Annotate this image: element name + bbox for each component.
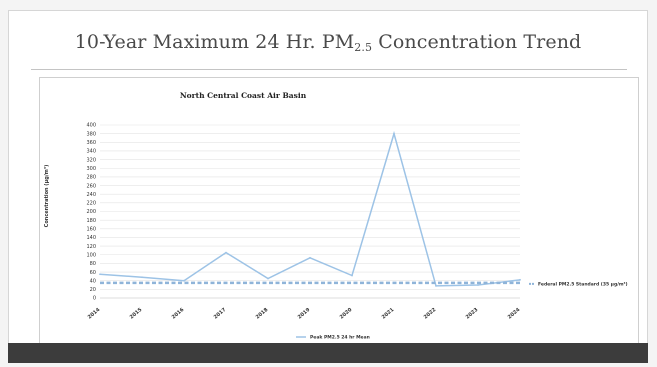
y-tick-labels: 0 20 40 60 80 100 120 140 160 180 200 220 240 260 280 3… [86,123,96,302]
y-tick-label: 40 [90,278,96,284]
title-tail: Concentration Trend [372,31,582,53]
data-point [99,273,101,276]
x-tick-label: 2021 [381,307,396,321]
x-tick-label: 2020 [339,307,354,321]
data-point [351,274,353,277]
data-point [477,284,479,286]
x-tick-label: 2023 [465,307,480,321]
y-tick-label: 160 [86,227,96,233]
y-tick-label: 200 [86,209,96,215]
slide: 10-Year Maximum 24 Hr. PM2.5 Concentrati… [8,10,648,360]
y-axis-label: Concentration (µg/m³) [44,165,50,228]
x-tick-label: 2016 [171,307,186,321]
y-tick-label: 120 [86,244,96,250]
data-point [309,256,311,259]
data-point [393,132,395,135]
y-tick-label: 140 [86,235,96,241]
y-tick-label: 260 [86,183,96,189]
legend-label: Peak PM2.5 24 hr Mean [310,335,370,341]
legend-right: Federal PM2.5 Standard (35 µg/m³) [529,281,628,287]
x-tick-label: 2019 [297,307,312,321]
y-tick-label: 320 [86,157,96,163]
data-point [225,251,227,254]
y-tick-label: 300 [86,166,96,172]
y-tick-label: 240 [86,192,96,198]
title-divider [31,69,627,70]
series-lines [99,130,521,287]
y-tick-label: 220 [86,201,96,207]
x-tick-labels: 2014 2015 2016 2017 2018 2019 2020 2021 2022 2023… [87,307,522,321]
slide-title: 10-Year Maximum 24 Hr. PM2.5 Concentrati… [9,31,647,54]
y-tick-label: 100 [86,252,96,258]
series-points [99,132,521,287]
x-tick-label: 2024 [507,307,522,321]
chart-frame: North Central Coast Air Basin Concentrat… [39,77,639,345]
trend-chart: North Central Coast Air Basin Concentrat… [44,91,628,341]
title-main: 10-Year Maximum 24 Hr. PM [74,31,355,53]
chart-title: North Central Coast Air Basin [180,91,307,100]
y-tick-label: 360 [86,140,96,146]
x-tick-label: 2014 [87,307,102,321]
y-tick-label: 280 [86,175,96,181]
y-tick-label: 400 [86,123,96,129]
data-point [435,284,437,287]
y-tick-label: 0 [93,296,96,302]
x-tick-label: 2015 [129,307,144,321]
legend-label: Federal PM2.5 Standard (35 µg/m³) [538,281,628,287]
y-tick-label: 60 [90,270,96,276]
gridlines [100,124,520,299]
data-point [519,278,521,281]
x-tick-label: 2018 [255,307,270,321]
title-subscript: 2.5 [354,41,373,54]
y-tick-label: 20 [90,287,96,293]
x-tick-label: 2022 [423,307,438,321]
data-point [141,276,143,279]
y-tick-label: 180 [86,218,96,224]
series-line [99,130,521,287]
data-point [183,279,185,282]
y-tick-label: 380 [86,131,96,137]
x-tick-label: 2017 [213,307,228,321]
y-tick-label: 340 [86,149,96,155]
legend-bottom: Peak PM2.5 24 hr Mean [296,335,370,341]
y-tick-label: 80 [90,261,96,267]
data-point [267,277,269,280]
footer-band [8,343,648,363]
